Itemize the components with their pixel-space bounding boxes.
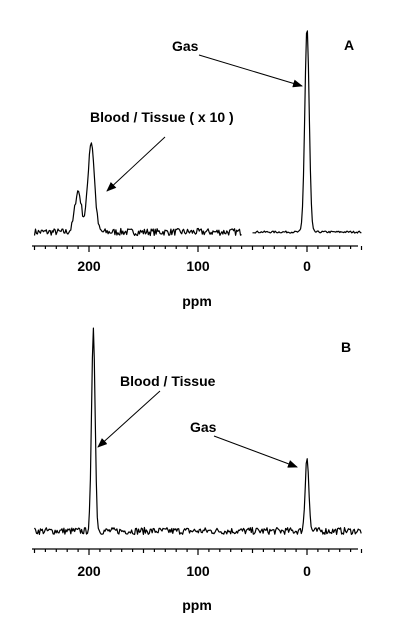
panel-a-trace-gas <box>252 30 362 234</box>
panel-a-ticks <box>33 246 363 252</box>
panel-b-tick-label-200: 200 <box>77 563 101 579</box>
panel-a: A Gas Blood / Tissue ( x 10 ) 200 100 0 … <box>32 30 363 309</box>
panel-b-blood-arrow <box>97 390 161 448</box>
panel-b-gas-label: Gas <box>190 419 217 435</box>
panel-a-trace-tissue <box>33 142 242 237</box>
panel-a-label: A <box>344 37 354 53</box>
panel-b-gas-arrow <box>213 435 298 468</box>
panel-b-label: B <box>341 339 351 355</box>
panel-b-tick-label-100: 100 <box>186 563 210 579</box>
panel-a-gas-arrow <box>198 54 303 88</box>
panel-b-tick-label-0: 0 <box>303 563 311 579</box>
panel-a-blood-arrow <box>106 136 166 192</box>
panel-b-ticks <box>33 549 363 555</box>
panel-b: B Blood / Tissue Gas 200 100 0 ppm <box>32 327 363 613</box>
panel-b-blood-label: Blood / Tissue <box>120 373 216 389</box>
panel-b-x-axis-label: ppm <box>182 597 212 613</box>
panel-a-blood-label: Blood / Tissue ( x 10 ) <box>90 109 234 125</box>
panel-a-x-axis-label: ppm <box>182 293 212 309</box>
panel-a-tick-label-0: 0 <box>303 258 311 274</box>
panel-a-gas-label: Gas <box>172 38 199 54</box>
panel-a-tick-label-100: 100 <box>186 258 210 274</box>
panel-b-trace <box>33 327 362 536</box>
panel-a-tick-label-200: 200 <box>77 258 101 274</box>
